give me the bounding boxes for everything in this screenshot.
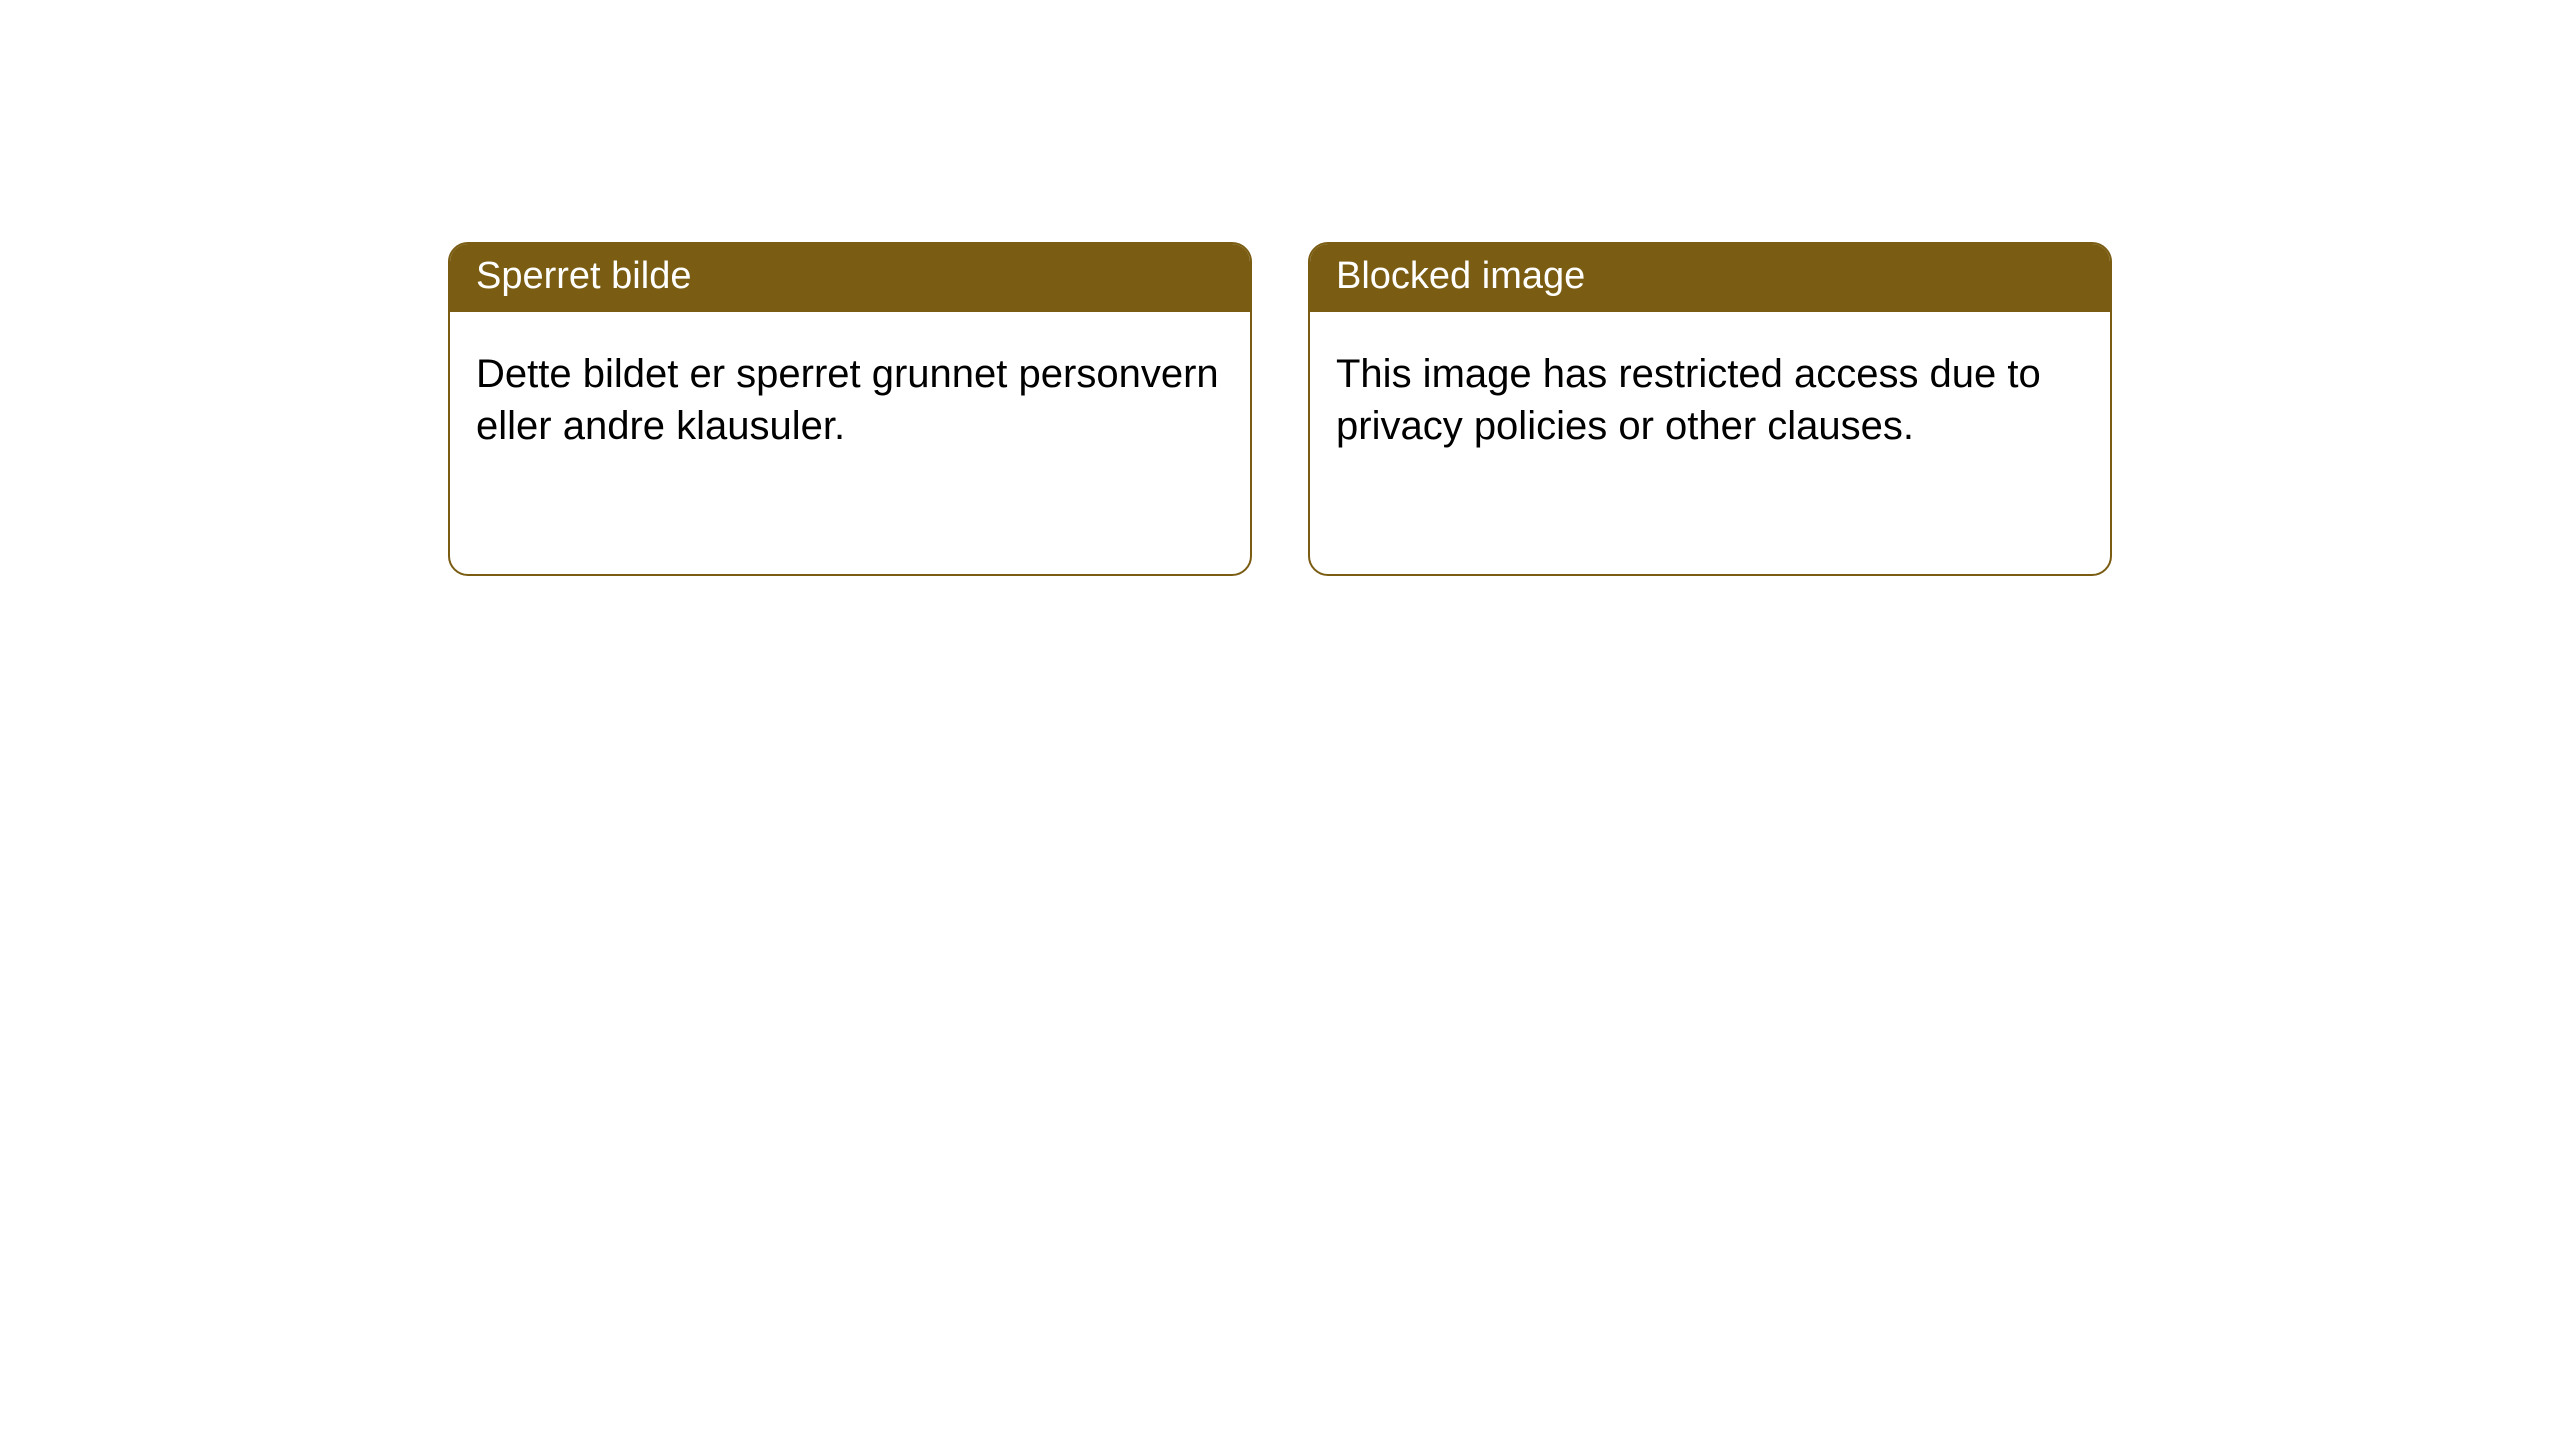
notice-card-norwegian: Sperret bilde Dette bildet er sperret gr…	[448, 242, 1252, 576]
card-title: Blocked image	[1336, 255, 1585, 297]
card-title: Sperret bilde	[476, 255, 691, 297]
card-body: Dette bildet er sperret grunnet personve…	[450, 312, 1250, 478]
card-body: This image has restricted access due to …	[1310, 312, 2110, 478]
card-message: This image has restricted access due to …	[1336, 352, 2041, 448]
notice-container: Sperret bilde Dette bildet er sperret gr…	[0, 0, 2560, 576]
card-header: Sperret bilde	[450, 244, 1250, 312]
notice-card-english: Blocked image This image has restricted …	[1308, 242, 2112, 576]
card-header: Blocked image	[1310, 244, 2110, 312]
card-message: Dette bildet er sperret grunnet personve…	[476, 352, 1219, 448]
